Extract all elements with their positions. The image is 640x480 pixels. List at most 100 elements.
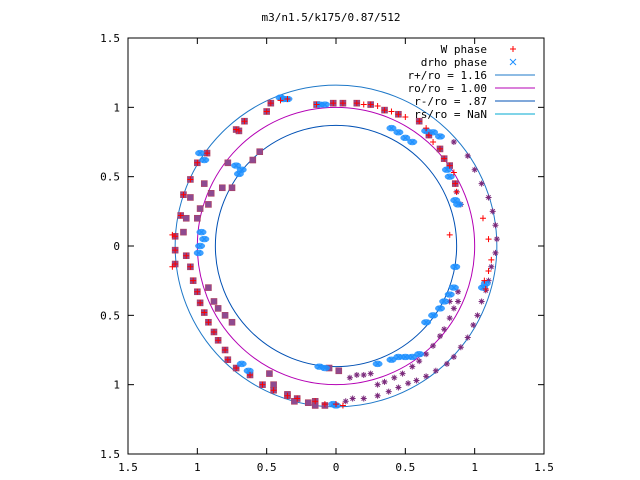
point-star-30 (381, 378, 388, 385)
point-star-23 (489, 208, 496, 215)
point-square-44 (187, 194, 194, 201)
point-star-0 (342, 398, 349, 405)
point-star-27 (464, 152, 471, 159)
point-square-46 (180, 228, 187, 236)
point-plus-53 (224, 356, 231, 363)
legend-label-1: drho phase (421, 56, 487, 69)
point-star-31 (391, 374, 398, 381)
point-square-47 (196, 205, 204, 212)
point-star-14 (470, 322, 477, 329)
point-star-37 (437, 333, 443, 340)
point-plus-9 (235, 127, 242, 134)
point-plus-58 (284, 392, 291, 399)
point-square-62 (266, 370, 273, 377)
point-plus-49 (205, 319, 212, 326)
x-tick-label-3: 0 (333, 461, 340, 474)
point-plus-64 (169, 231, 176, 238)
point-plus-23 (388, 108, 395, 115)
point-plus-38 (485, 236, 492, 243)
point-plus-2 (172, 261, 179, 268)
point-star-22 (492, 222, 499, 229)
point-plus-33 (450, 169, 457, 176)
point-plus-45 (190, 277, 197, 284)
point-star-24 (485, 194, 492, 201)
y-tick-label-5: 1 (113, 101, 120, 114)
point-plus-50 (210, 328, 217, 335)
point-square-48 (205, 201, 212, 208)
point-plus-42 (482, 285, 489, 292)
x-tick-label-6: 1.5 (534, 461, 554, 474)
point-square-66 (335, 367, 343, 375)
point-star-4 (385, 388, 392, 395)
point-plus-8 (233, 126, 240, 133)
point-star-39 (446, 315, 453, 322)
point-plus-32 (446, 162, 453, 169)
point-cross-2 (231, 162, 242, 169)
point-plus-26 (416, 118, 423, 125)
point-square-45 (182, 214, 190, 222)
point-star-36 (430, 342, 437, 349)
point-plus-11 (263, 108, 270, 115)
point-plus-63 (339, 402, 346, 409)
point-star-41 (455, 298, 462, 305)
point-cross-39 (400, 353, 411, 361)
point-star-2 (360, 395, 367, 402)
point-cross-31 (435, 305, 445, 312)
point-cross-43 (480, 280, 491, 287)
point-plus-17 (339, 100, 346, 107)
point-star-18 (485, 277, 492, 284)
axis-tick-labels: 1.5 1 0.5 0 0.5 1 1.51.510.500.511.5 (100, 32, 554, 474)
y-tick-label-3: 0 (113, 240, 120, 253)
y-tick-label-1: 1 (113, 379, 120, 392)
point-plus-13 (277, 97, 284, 104)
y-tick-label-6: 1.5 (100, 32, 120, 45)
point-plus-41 (481, 277, 488, 284)
point-cross-26 (453, 201, 464, 208)
point-cross-21 (428, 129, 439, 136)
point-star-44 (360, 371, 367, 378)
legend-label-0: W phase (441, 43, 487, 56)
point-plus-14 (284, 96, 291, 103)
circle-0 (174, 84, 498, 408)
point-plus-47 (197, 299, 204, 306)
point-plus-59 (294, 395, 301, 402)
reference-circles (174, 84, 498, 408)
point-star-15 (474, 312, 481, 319)
point-star-48 (455, 288, 462, 295)
point-cross-30 (439, 298, 450, 305)
point-plus-7 (204, 150, 211, 157)
point-star-19 (488, 263, 495, 270)
point-plus-4 (180, 191, 187, 198)
point-plus-12 (267, 100, 274, 107)
point-plus-36 (446, 231, 453, 238)
point-cross-27 (450, 263, 461, 270)
point-star-32 (399, 370, 406, 377)
point-star-29 (374, 381, 381, 388)
point-square-60 (221, 312, 229, 319)
point-cross-38 (393, 353, 404, 361)
point-square-53 (228, 184, 236, 192)
y-tick-label-0: 1.5 (100, 448, 120, 461)
point-plus-28 (425, 132, 432, 139)
point-star-45 (367, 370, 374, 377)
point-star-6 (405, 380, 412, 387)
y-tick-label-2: 0.5 (100, 309, 120, 322)
point-plus-5 (187, 176, 194, 183)
point-star-33 (409, 363, 416, 370)
point-plus-40 (485, 267, 492, 274)
point-star-34 (416, 358, 423, 365)
point-cross-35 (319, 364, 330, 372)
point-plus-6 (194, 159, 201, 166)
y-tick-label-4: 0.5 (100, 171, 120, 184)
point-cross-32 (428, 312, 439, 319)
point-star-3 (374, 392, 381, 399)
point-cross-15 (319, 101, 330, 108)
point-plus-10 (241, 118, 248, 125)
point-star-9 (432, 367, 439, 374)
point-star-10 (443, 360, 450, 367)
x-tick-label-2: 0.5 (257, 461, 277, 474)
legend-label-5: rs/ro = NaN (414, 108, 487, 121)
point-star-7 (413, 377, 420, 384)
point-square-59 (214, 305, 222, 312)
point-star-11 (450, 353, 457, 360)
